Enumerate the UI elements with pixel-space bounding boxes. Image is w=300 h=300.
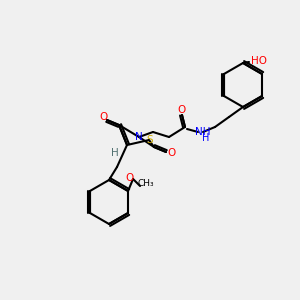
Text: O: O bbox=[125, 173, 133, 183]
Text: CH₃: CH₃ bbox=[138, 178, 154, 188]
Text: HO: HO bbox=[251, 56, 267, 66]
Text: S: S bbox=[147, 135, 153, 145]
Text: O: O bbox=[177, 105, 185, 115]
Text: N: N bbox=[135, 132, 143, 142]
Text: O: O bbox=[167, 148, 175, 158]
Text: NH: NH bbox=[195, 127, 211, 137]
Text: O: O bbox=[99, 112, 107, 122]
Text: H: H bbox=[111, 148, 119, 158]
Text: H: H bbox=[202, 133, 210, 143]
